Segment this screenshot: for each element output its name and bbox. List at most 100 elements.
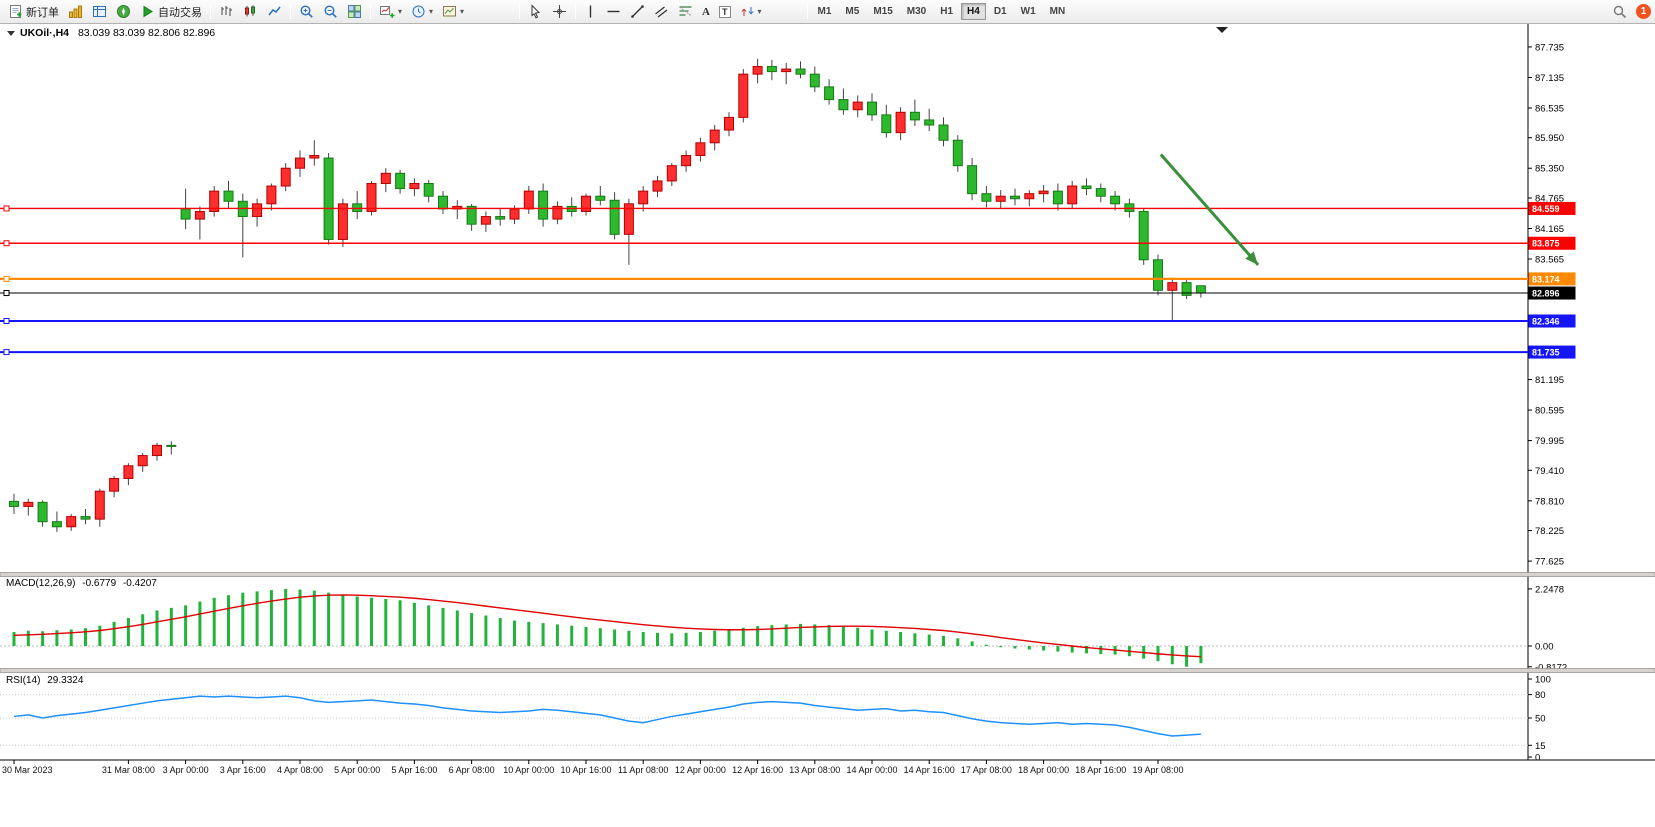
- candle-body: [23, 501, 34, 507]
- template-button[interactable]: ▾: [438, 2, 468, 22]
- line-chart-icon: [268, 6, 281, 16]
- navigator-button[interactable]: [112, 2, 135, 22]
- zoom-out-button[interactable]: [319, 2, 342, 22]
- toolbar-separator: [806, 4, 808, 19]
- line-handle[interactable]: [3, 205, 10, 212]
- candle-body: [967, 165, 978, 195]
- autotrade-button[interactable]: 自动交易: [136, 2, 206, 22]
- timeframe-H1[interactable]: H1: [934, 3, 959, 20]
- line-handle[interactable]: [3, 349, 10, 356]
- new-chart-button[interactable]: ▾: [375, 2, 406, 22]
- crosshair-tool-button[interactable]: [548, 2, 571, 22]
- tile-windows-button[interactable]: [343, 2, 366, 22]
- candlestick-icon: [245, 5, 255, 17]
- toolbar-separator: [290, 4, 291, 19]
- candle-body: [380, 172, 391, 184]
- trendline-tool-button[interactable]: [626, 2, 649, 22]
- data-window-button[interactable]: [88, 2, 111, 22]
- candle-body: [1167, 282, 1178, 291]
- new-order-button[interactable]: 新订单: [4, 2, 63, 22]
- market-watch-icon: [69, 5, 82, 18]
- timeframe-W1[interactable]: W1: [1015, 3, 1042, 20]
- candle-body: [309, 155, 320, 159]
- channel-tool-button[interactable]: [650, 2, 673, 22]
- timeframe-M5[interactable]: M5: [839, 3, 865, 20]
- new-order-icon: [10, 5, 22, 18]
- timeframe-M30[interactable]: M30: [901, 3, 932, 20]
- candle-body: [1138, 210, 1149, 261]
- fibonacci-tool-button[interactable]: [674, 2, 697, 22]
- price-tag: [1528, 286, 1576, 300]
- zoom-in-button[interactable]: [295, 2, 318, 22]
- timeframe-D1[interactable]: D1: [988, 3, 1013, 20]
- text-label-icon: T: [719, 5, 731, 18]
- arrow-head[interactable]: [1245, 251, 1259, 265]
- candle-body: [638, 190, 649, 205]
- toolbar-separator: [575, 4, 577, 19]
- chart-shift-marker[interactable]: [1216, 27, 1228, 33]
- timeframe-M15[interactable]: M15: [867, 3, 898, 20]
- timeframe-H4[interactable]: H4: [961, 3, 986, 20]
- line-chart-mode-button[interactable]: [263, 2, 286, 22]
- line-handle[interactable]: [3, 318, 10, 325]
- trend-arrow[interactable]: [1159, 153, 1260, 266]
- dropdown-caret-icon: ▾: [429, 6, 434, 16]
- vertical-line-tool-button[interactable]: [580, 2, 601, 22]
- timeframe-M1[interactable]: M1: [812, 3, 838, 20]
- arrow-shaft[interactable]: [1159, 153, 1260, 266]
- candle-body: [1010, 195, 1020, 200]
- search-button[interactable]: [1608, 2, 1631, 22]
- rsi-value: 29.3324: [47, 675, 84, 686]
- cursor-tool-button[interactable]: [524, 2, 547, 22]
- price-axis-label: 77.625: [1535, 557, 1564, 568]
- macd-label: MACD(12,26,9) -0.6779 -0.4207: [6, 578, 157, 589]
- time-axis-label: 13 Apr 08:00: [789, 765, 840, 775]
- time-axis-label: 12 Apr 16:00: [732, 765, 783, 775]
- candle-body: [609, 199, 620, 235]
- candle-body: [37, 501, 48, 523]
- rsi-axis-label: 100: [1535, 675, 1551, 686]
- timeframe-MN[interactable]: MN: [1044, 3, 1072, 20]
- panel-separator[interactable]: [0, 572, 1655, 577]
- price-axis-label: 79.995: [1535, 436, 1564, 447]
- price-tag-value: 83.174: [1532, 274, 1560, 284]
- candlestick-mode-button[interactable]: [239, 2, 262, 22]
- candle-body: [981, 193, 992, 202]
- chart-title: UKOil·,H4 83.039 83.039 82.806 82.896: [20, 27, 215, 39]
- horizontal-lines[interactable]: 84.559 83.875 83.174 82.896 82.346 81.735: [0, 201, 1576, 359]
- time-axis-label: 18 Apr 00:00: [1018, 765, 1069, 775]
- navigator-icon: [117, 5, 130, 18]
- time-axis-label: 14 Apr 16:00: [904, 765, 955, 775]
- candle-body: [166, 444, 177, 447]
- horizontal-line-tool-button[interactable]: [602, 2, 625, 22]
- arrow-tools-button[interactable]: ▾: [736, 2, 766, 22]
- market-watch-button[interactable]: [64, 2, 87, 22]
- price-axis-label: 87.735: [1535, 42, 1564, 53]
- chart-markers: [7, 27, 1228, 36]
- panel-separators[interactable]: [0, 572, 1655, 673]
- line-handle[interactable]: [3, 275, 10, 282]
- candle-body: [709, 129, 720, 144]
- candle-body: [152, 444, 162, 457]
- time-axis[interactable]: 30 Mar 2023 31 Mar 08:00 3 Apr 00:00 3 Apr …: [0, 759, 1655, 775]
- rsi-indicator-name: RSI(14): [6, 675, 41, 686]
- line-handle[interactable]: [3, 290, 10, 297]
- line-handle[interactable]: [3, 240, 10, 247]
- price-axis[interactable]: 87.735 87.135 86.535 85.950 85.350 84.765 84.1…: [1527, 24, 1564, 760]
- one-click-trading-arrow[interactable]: [7, 31, 15, 36]
- panel-separator[interactable]: [0, 668, 1655, 673]
- candle-body: [266, 185, 277, 205]
- notification-badge[interactable]: 1: [1636, 4, 1651, 19]
- price-axis-label: 85.950: [1535, 133, 1564, 144]
- text-label-tool-button[interactable]: T: [715, 2, 735, 22]
- candle-body: [652, 180, 663, 192]
- price-axis-label: 84.165: [1535, 224, 1564, 235]
- candle-body: [909, 111, 920, 121]
- bar-chart-mode-button[interactable]: [215, 2, 238, 22]
- candle-body: [924, 119, 935, 126]
- dropdown-caret-icon: ▾: [398, 6, 403, 16]
- period-button[interactable]: ▾: [407, 2, 437, 22]
- price-axis-label: 87.135: [1535, 73, 1564, 84]
- text-tool-button[interactable]: A: [698, 2, 714, 22]
